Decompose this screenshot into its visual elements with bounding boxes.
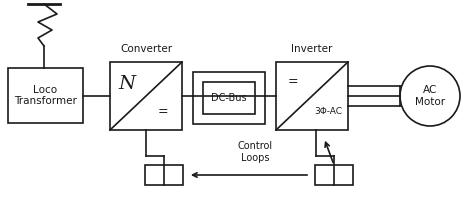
Text: =: = <box>288 76 298 88</box>
Text: AC
Motor: AC Motor <box>415 85 445 107</box>
Text: 3Φ-AC: 3Φ-AC <box>314 108 342 117</box>
Bar <box>315 165 353 185</box>
Text: Control
Loops: Control Loops <box>237 141 273 163</box>
Bar <box>203 82 255 114</box>
Text: N: N <box>118 75 136 93</box>
Bar <box>8 68 83 123</box>
Bar <box>145 165 183 185</box>
Bar <box>193 72 265 124</box>
Text: DC-Bus: DC-Bus <box>211 93 247 103</box>
Text: =: = <box>158 105 168 118</box>
Text: Loco
Transformer: Loco Transformer <box>14 85 77 106</box>
Circle shape <box>400 66 460 126</box>
Text: Inverter: Inverter <box>292 44 333 54</box>
Bar <box>276 62 348 130</box>
Text: Converter: Converter <box>120 44 172 54</box>
Bar <box>110 62 182 130</box>
